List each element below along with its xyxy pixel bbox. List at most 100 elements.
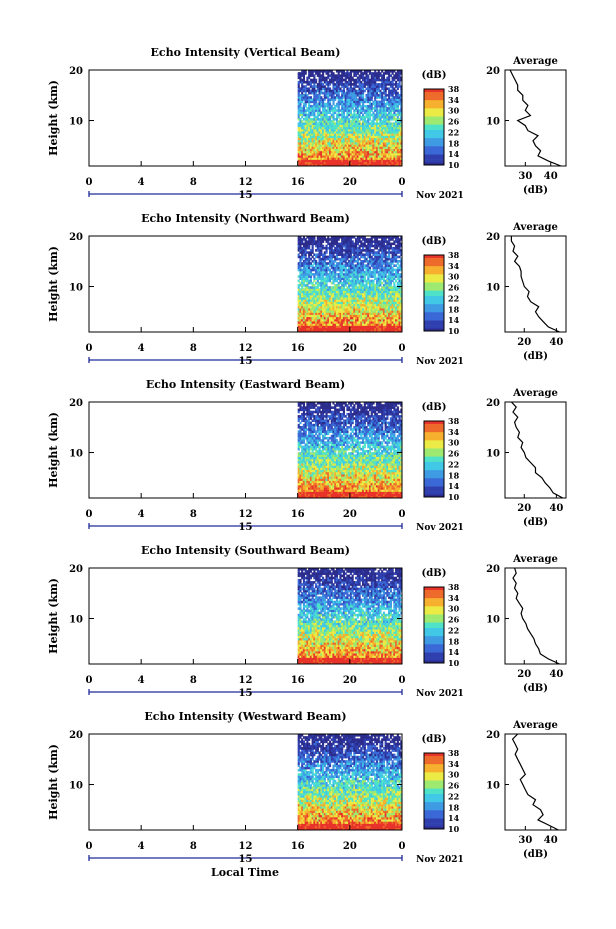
heatmap-cell [322, 122, 325, 125]
heatmap-cell [358, 148, 361, 152]
heatmap-cell [328, 115, 332, 119]
heatmap-cell [323, 109, 326, 112]
heatmap-cell [382, 139, 386, 143]
heatmap-cell [301, 91, 304, 95]
heatmap-cell [332, 139, 335, 143]
heatmap-cell [344, 91, 347, 95]
heatmap-cell [304, 157, 307, 160]
heatmap-cell [313, 96, 316, 99]
x-tick-label: 12 [239, 177, 253, 188]
heatmap-cell [349, 89, 352, 93]
heatmap-cell [398, 94, 401, 97]
heatmap-cell [328, 128, 332, 132]
heatmap-cell [374, 135, 377, 139]
heatmap-cell [311, 104, 314, 108]
heatmap-cell [395, 122, 398, 125]
heatmap-cell [368, 142, 372, 145]
heatmap-cell [348, 150, 351, 154]
heatmap-cell [358, 133, 361, 136]
heatmap-cell [316, 157, 319, 160]
heatmap-cell [365, 146, 368, 149]
heatmap-cell [309, 98, 312, 101]
heatmap-cell [335, 120, 339, 123]
heatmap-cell [349, 104, 352, 108]
heatmap-cell [334, 131, 337, 134]
heatmap-cell [330, 150, 333, 154]
heatmap-cell [370, 122, 373, 125]
heatmap-cell [306, 139, 309, 143]
heatmap-cell [374, 163, 377, 167]
heatmap-cell [304, 155, 307, 158]
heatmap-cell [304, 144, 307, 147]
heatmap-cell [353, 115, 356, 119]
heatmap-cell [341, 104, 344, 108]
heatmap-cell [384, 91, 387, 95]
heatmap-cell [382, 157, 386, 160]
heatmap-cell [309, 122, 312, 125]
heatmap-cell [396, 155, 399, 158]
heatmap-cell [325, 159, 328, 163]
heatmap-cell [315, 124, 318, 128]
heatmap-cell [356, 128, 359, 132]
heatmap-cell [313, 150, 316, 154]
heatmap-cell [335, 89, 339, 93]
heatmap-cell [346, 96, 349, 99]
heatmap-cell [372, 102, 375, 106]
heatmap-cell [398, 126, 401, 130]
heatmap-cell [400, 142, 403, 145]
colorbar-swatch [424, 282, 444, 286]
heatmap-cell [367, 89, 370, 93]
heatmap-cell [375, 159, 379, 163]
heatmap-cell [386, 157, 389, 160]
heatmap-cell [368, 89, 372, 93]
heatmap-cell [320, 159, 323, 163]
heatmap-cell [353, 139, 356, 143]
heatmap-cell [346, 150, 349, 154]
heatmap-cell [367, 98, 370, 101]
heatmap-cell [344, 104, 347, 108]
heatmap-cell [400, 102, 403, 106]
heatmap-cell [301, 152, 304, 156]
heatmap-cell [341, 131, 344, 134]
heatmap-cell [323, 102, 326, 106]
heatmap-cell [301, 113, 304, 117]
heatmap-cell [368, 118, 372, 121]
heatmap-cell [370, 109, 373, 112]
heatmap-cell [346, 89, 349, 93]
heatmap-cell [363, 135, 366, 139]
heatmap-cell [315, 131, 318, 134]
heatmap-cell [346, 115, 349, 119]
heatmap-cell [308, 109, 311, 112]
heatmap-cell [362, 137, 365, 141]
heatmap-cell [339, 124, 342, 128]
heatmap-cell [322, 146, 325, 149]
heatmap-cell [299, 152, 302, 156]
heatmap-cell [391, 155, 394, 158]
heatmap-cell [341, 107, 344, 110]
heatmap-cell [395, 139, 398, 143]
heatmap-cell [304, 100, 307, 104]
heatmap-cell [301, 133, 304, 136]
heatmap-cell [315, 115, 318, 119]
heatmap-cell [341, 152, 344, 156]
heatmap-cell [311, 91, 314, 95]
heatmap-cell [306, 124, 309, 128]
heatmap-cell [384, 150, 387, 154]
heatmap-cell [356, 98, 359, 101]
heatmap-cell [348, 157, 351, 160]
heatmap-cell [384, 133, 387, 136]
heatmap-cell [365, 104, 368, 108]
heatmap-cell [386, 131, 389, 134]
heatmap-cell [301, 137, 304, 141]
heatmap-cell [398, 111, 401, 115]
heatmap-cell [389, 109, 392, 112]
heatmap-cell [337, 107, 340, 110]
heatmap-cell [395, 100, 398, 104]
heatmap-cell [389, 107, 392, 110]
heatmap-cell [389, 161, 392, 165]
heatmap-cell [316, 161, 319, 165]
heatmap-cell [377, 118, 380, 121]
heatmap-cell [370, 150, 373, 154]
heatmap-cell [396, 139, 399, 143]
heatmap-cell [377, 148, 380, 152]
